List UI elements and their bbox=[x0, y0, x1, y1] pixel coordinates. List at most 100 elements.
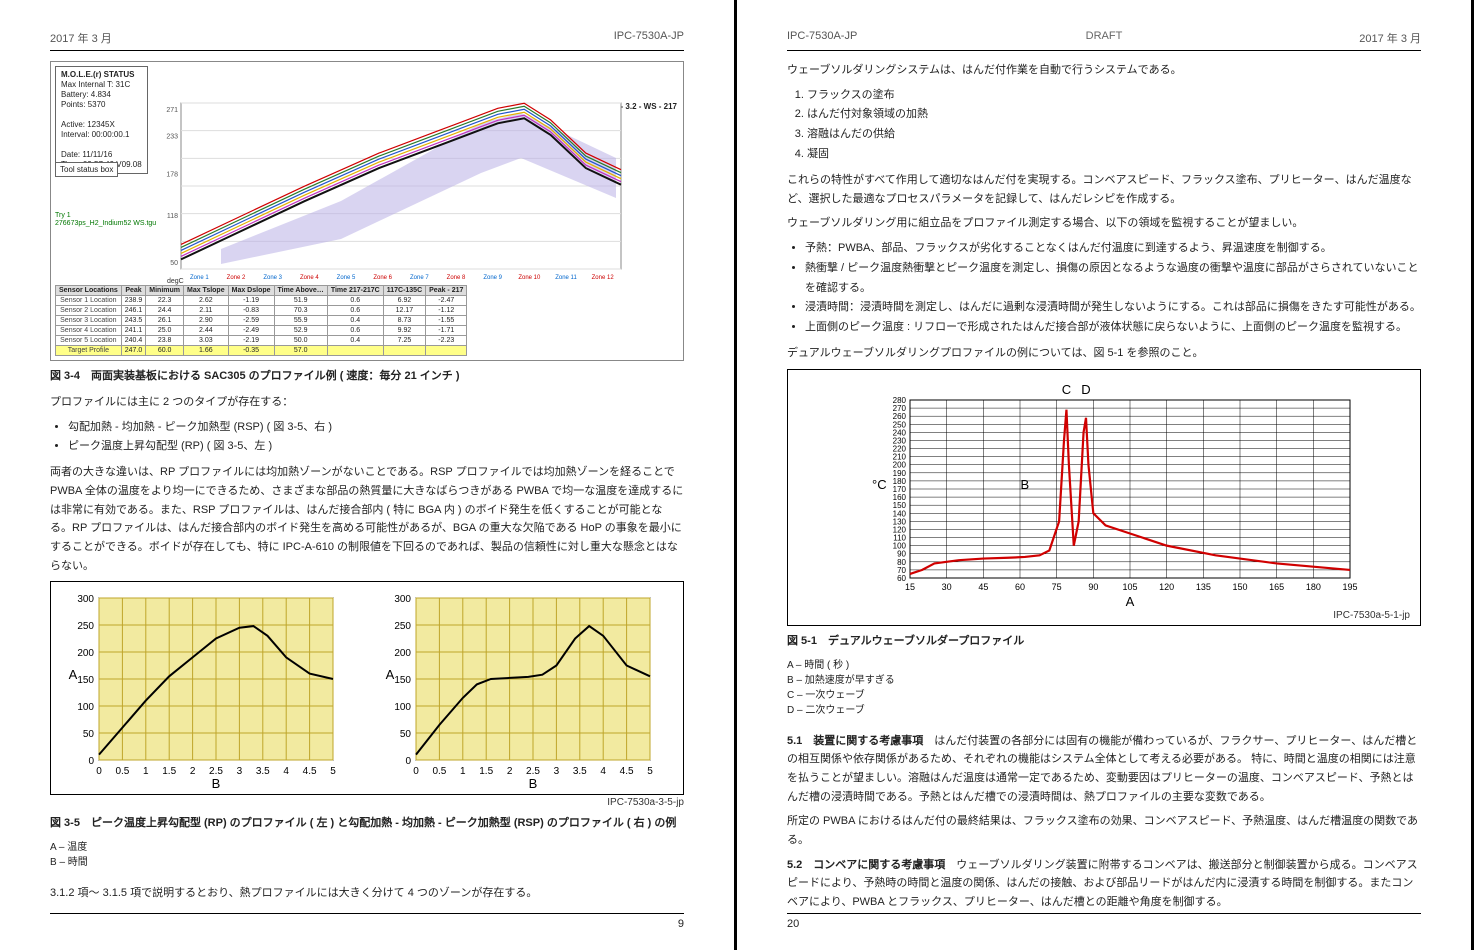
svg-text:80: 80 bbox=[897, 557, 906, 566]
footer-right: 20 bbox=[787, 913, 1421, 930]
mole-status-title: M.O.L.E.(r) STATUS bbox=[61, 70, 142, 80]
svg-text:200: 200 bbox=[394, 648, 411, 659]
svg-text:Zone 5: Zone 5 bbox=[337, 275, 356, 281]
header-left: 2017 年 3 月 IPC-7530A-JP bbox=[50, 30, 684, 51]
svg-text:0: 0 bbox=[96, 766, 102, 777]
svg-text:5: 5 bbox=[330, 766, 336, 777]
fig35-key-b: B – 時間 bbox=[50, 855, 684, 870]
list-item: 上面側のピーク温度 : リフローで形成されたはんだ接合部が液体状態に戻らないよう… bbox=[805, 318, 1421, 338]
svg-text:160: 160 bbox=[893, 493, 907, 502]
svg-text:200: 200 bbox=[77, 648, 94, 659]
svg-text:15: 15 bbox=[905, 582, 915, 592]
date-right: 2017 年 3 月 bbox=[1359, 30, 1421, 46]
svg-text:100: 100 bbox=[394, 702, 411, 713]
svg-text:230: 230 bbox=[893, 436, 907, 445]
svg-text:120: 120 bbox=[1159, 582, 1174, 592]
svg-text:°C: °C bbox=[872, 477, 887, 492]
docid-right: IPC-7530A-JP bbox=[787, 30, 857, 46]
list-item: 凝固 bbox=[807, 145, 1421, 165]
fig34-caption: 図 3-4 両面実装基板における SAC305 のプロファイル例 ( 速度：毎分… bbox=[50, 367, 684, 383]
svg-text:280: 280 bbox=[893, 396, 907, 405]
rsp-chart: 05010015020025030000.511.522.533.544.55A… bbox=[378, 590, 658, 790]
try-label: Try 1276673ps_H2_Indium52 WS.tgu bbox=[55, 212, 156, 229]
right-intro: ウェーブソルダリングシステムは、はんだ付作業を自動で行うシステムである。 bbox=[787, 61, 1421, 80]
svg-text:0: 0 bbox=[88, 756, 94, 767]
svg-text:0: 0 bbox=[405, 756, 411, 767]
fig35-key-a: A – 温度 bbox=[50, 840, 684, 855]
fig51-key: A – 時間 ( 秒 )B – 加熱速度が早すぎるC – 一次ウェーブD – 二… bbox=[787, 658, 1421, 718]
svg-text:5: 5 bbox=[647, 766, 653, 777]
page-right: IPC-7530A-JP DRAFT 2017 年 3 月 ウェーブソルダリング… bbox=[737, 0, 1474, 950]
svg-text:210: 210 bbox=[893, 452, 907, 461]
svg-text:195: 195 bbox=[1342, 582, 1357, 592]
svg-text:260: 260 bbox=[893, 412, 907, 421]
profile-chart: 50118178233271Zone 1Zone 2Zone 3Zone 4Zo… bbox=[151, 97, 631, 297]
svg-text:271: 271 bbox=[166, 107, 178, 114]
svg-text:165: 165 bbox=[1269, 582, 1284, 592]
svg-text:2: 2 bbox=[190, 766, 196, 777]
svg-text:140: 140 bbox=[893, 509, 907, 518]
svg-text:Zone 8: Zone 8 bbox=[447, 275, 466, 281]
sec51-head: 5.1 装置に関する考慮事項 bbox=[787, 735, 923, 747]
sec51: 5.1 装置に関する考慮事項 はんだ付装置の各部分には固有の機能が備わっているが… bbox=[787, 732, 1421, 807]
wave-steps-list: フラックスの塗布はんだ付対象領域の加熱溶融はんだの供給凝固 bbox=[807, 86, 1421, 165]
tail-para: 3.1.2 項～ 3.1.5 項で説明するとおり、熱プロファイルには大きく分けて… bbox=[50, 884, 684, 903]
right-para2: ウェーブソルダリング用に組立品をプロファイル測定する場合、以下の領域を監視するこ… bbox=[787, 214, 1421, 233]
svg-text:4: 4 bbox=[600, 766, 606, 777]
svg-text:250: 250 bbox=[394, 621, 411, 632]
svg-text:300: 300 bbox=[394, 594, 411, 605]
list-item: 熱衝撃 / ピーク温度熱衝撃とピーク温度を測定し、損傷の原因となるような過度の衝… bbox=[805, 259, 1421, 299]
svg-text:4.5: 4.5 bbox=[620, 766, 634, 777]
fig51-id: IPC-7530a-5-1-jp bbox=[798, 610, 1410, 621]
svg-text:Zone 3: Zone 3 bbox=[263, 275, 282, 281]
svg-text:30: 30 bbox=[942, 582, 952, 592]
svg-text:270: 270 bbox=[893, 404, 907, 413]
svg-text:50: 50 bbox=[400, 729, 412, 740]
list-item: 浸漬時間：浸漬時間を測定し、はんだに過剰な浸漬時間が発生しないようにする。これは… bbox=[805, 298, 1421, 318]
svg-text:3: 3 bbox=[554, 766, 560, 777]
svg-text:D: D bbox=[1081, 382, 1090, 397]
svg-text:Zone 1: Zone 1 bbox=[190, 275, 209, 281]
svg-text:0.5: 0.5 bbox=[432, 766, 446, 777]
svg-text:Zone 6: Zone 6 bbox=[373, 275, 392, 281]
svg-text:0: 0 bbox=[413, 766, 419, 777]
svg-text:4.5: 4.5 bbox=[303, 766, 317, 777]
svg-text:Zone 11: Zone 11 bbox=[555, 275, 577, 281]
svg-text:Zone 2: Zone 2 bbox=[227, 275, 246, 281]
sensor-table: Sensor LocationsPeakMinimumMax TslopeMax… bbox=[55, 285, 467, 356]
svg-text:90: 90 bbox=[897, 549, 906, 558]
svg-text:150: 150 bbox=[394, 675, 411, 686]
svg-text:118: 118 bbox=[167, 213, 178, 220]
svg-text:120: 120 bbox=[893, 525, 907, 534]
fig35-id: IPC-7530a-3-5-jp bbox=[50, 797, 684, 808]
list-item: 勾配加熱 - 均加熱 - ピーク加熱型 (RSP) ( 図 3-5、右 ) bbox=[68, 418, 684, 438]
svg-text:300: 300 bbox=[77, 594, 94, 605]
svg-text:150: 150 bbox=[1232, 582, 1247, 592]
svg-text:90: 90 bbox=[1088, 582, 1098, 592]
figure-3-5: 05010015020025030000.511.522.533.544.55A… bbox=[50, 581, 684, 795]
svg-text:3: 3 bbox=[237, 766, 243, 777]
svg-text:70: 70 bbox=[897, 566, 906, 575]
svg-text:degC: degC bbox=[167, 278, 184, 285]
svg-text:2: 2 bbox=[507, 766, 513, 777]
header-right: IPC-7530A-JP DRAFT 2017 年 3 月 bbox=[787, 30, 1421, 51]
svg-text:200: 200 bbox=[893, 460, 907, 469]
sec51b: 所定の PWBA におけるはんだ付の最終結果は、フラックス塗布の効果、コンベアス… bbox=[787, 812, 1421, 849]
sec52-head: 5.2 コンベアに関する考慮事項 bbox=[787, 859, 945, 871]
draft-label: DRAFT bbox=[1086, 30, 1123, 42]
svg-text:C: C bbox=[1062, 382, 1071, 397]
sec52: 5.2 コンベアに関する考慮事項 ウェーブソルダリング装置に附帯するコンベアは、… bbox=[787, 856, 1421, 912]
footer-left: 9 bbox=[50, 913, 684, 930]
docid-left: IPC-7530A-JP bbox=[614, 30, 684, 46]
svg-text:150: 150 bbox=[893, 501, 907, 510]
svg-text:1: 1 bbox=[143, 766, 149, 777]
svg-text:50: 50 bbox=[83, 729, 95, 740]
list-item: はんだ付対象領域の加熱 bbox=[807, 105, 1421, 125]
mole-status-lines: Max Internal T: 31CBattery: 4.834Points:… bbox=[61, 80, 142, 170]
svg-text:100: 100 bbox=[77, 702, 94, 713]
svg-text:233: 233 bbox=[166, 134, 178, 141]
fig35-caption: 図 3-5 ピーク温度上昇勾配型 (RP) のプロファイル ( 左 ) と勾配加… bbox=[50, 814, 684, 830]
fig51-caption: 図 5-1 デュアルウェーブソルダープロファイル bbox=[787, 632, 1421, 648]
svg-text:0.5: 0.5 bbox=[115, 766, 129, 777]
svg-text:B: B bbox=[212, 776, 221, 790]
